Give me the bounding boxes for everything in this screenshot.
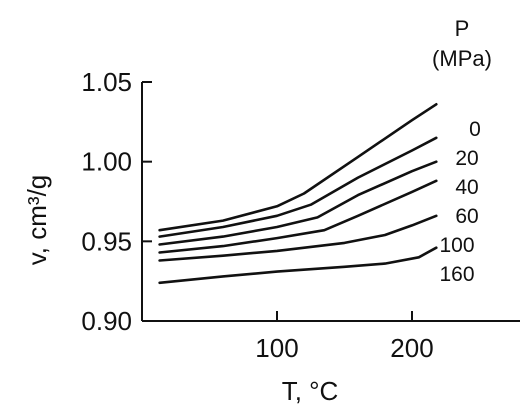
- series-label-100: 100: [439, 234, 474, 257]
- series-line-160: [158, 246, 438, 285]
- series-label-20: 20: [455, 147, 478, 170]
- series-line-0: [158, 103, 438, 232]
- x-tick-label: 200: [390, 333, 433, 363]
- y-tick-label: 1.05: [81, 67, 132, 97]
- axes: [141, 82, 520, 322]
- series-label-0: 0: [469, 118, 481, 141]
- series-labels: 0 20 40 60 100 160: [439, 118, 480, 286]
- y-tick-label: 0.95: [81, 226, 132, 256]
- x-tick-label: 100: [255, 333, 298, 363]
- series-line-100: [158, 214, 438, 262]
- y-axis-title: v, cm³/g: [22, 175, 52, 266]
- ticks: 0.90 0.95 1.00 1.05 100 200: [81, 67, 433, 363]
- series-label-160: 160: [439, 263, 474, 286]
- legend-title: P: [455, 16, 470, 41]
- x-axis-title: T, °C: [282, 376, 339, 406]
- y-tick-label: 1.00: [81, 147, 132, 177]
- y-tick-label: 0.90: [81, 306, 132, 336]
- series-label-60: 60: [455, 205, 478, 228]
- series-lines: [158, 103, 438, 285]
- legend-subtitle: (MPa): [432, 46, 492, 71]
- series-line-60: [158, 179, 438, 254]
- series-line-40: [158, 160, 438, 246]
- series-line-20: [158, 136, 438, 238]
- series-label-40: 40: [455, 176, 478, 199]
